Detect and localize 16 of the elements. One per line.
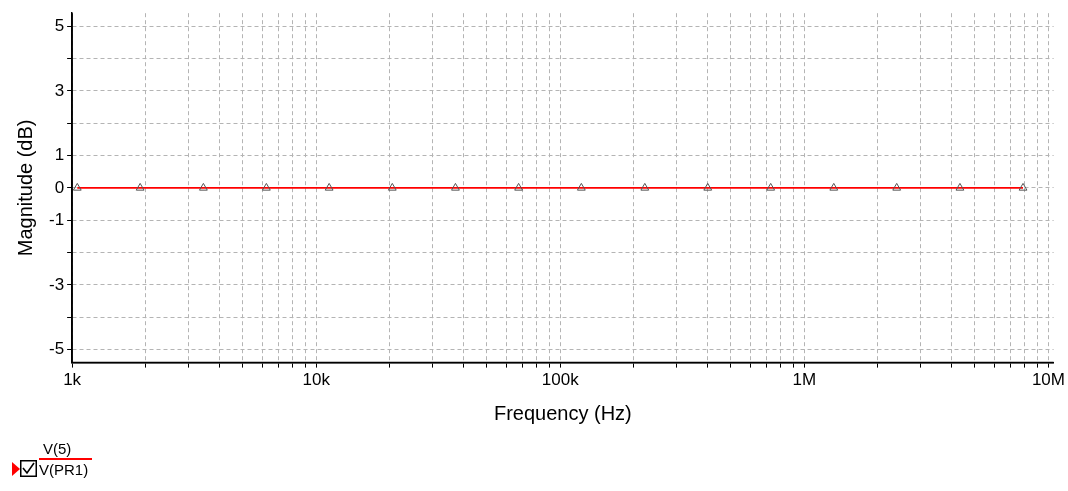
y-tick-label: -3 [48,274,65,294]
x-tick-label: 1M [792,370,817,390]
x-axis-title: Frequency (Hz) [493,401,632,424]
text: V(5) [42,440,73,458]
y-axis-title: Magnitude (dB) [13,119,36,257]
x-tick-label: 100k [541,370,580,390]
y-tick-label: 0 [54,177,65,197]
x-tick-label: 10k [302,370,331,390]
x-tick-label: 1k [63,370,82,390]
y-tick-label: 3 [54,80,65,100]
y-tick-label: -5 [48,339,65,359]
y-tick-label: 5 [54,15,65,35]
y-tick-label: -1 [48,209,65,229]
x-tick-label: 10M [1031,370,1065,390]
y-tick-label: 1 [54,145,65,165]
text: V(PR1) [39,460,90,478]
